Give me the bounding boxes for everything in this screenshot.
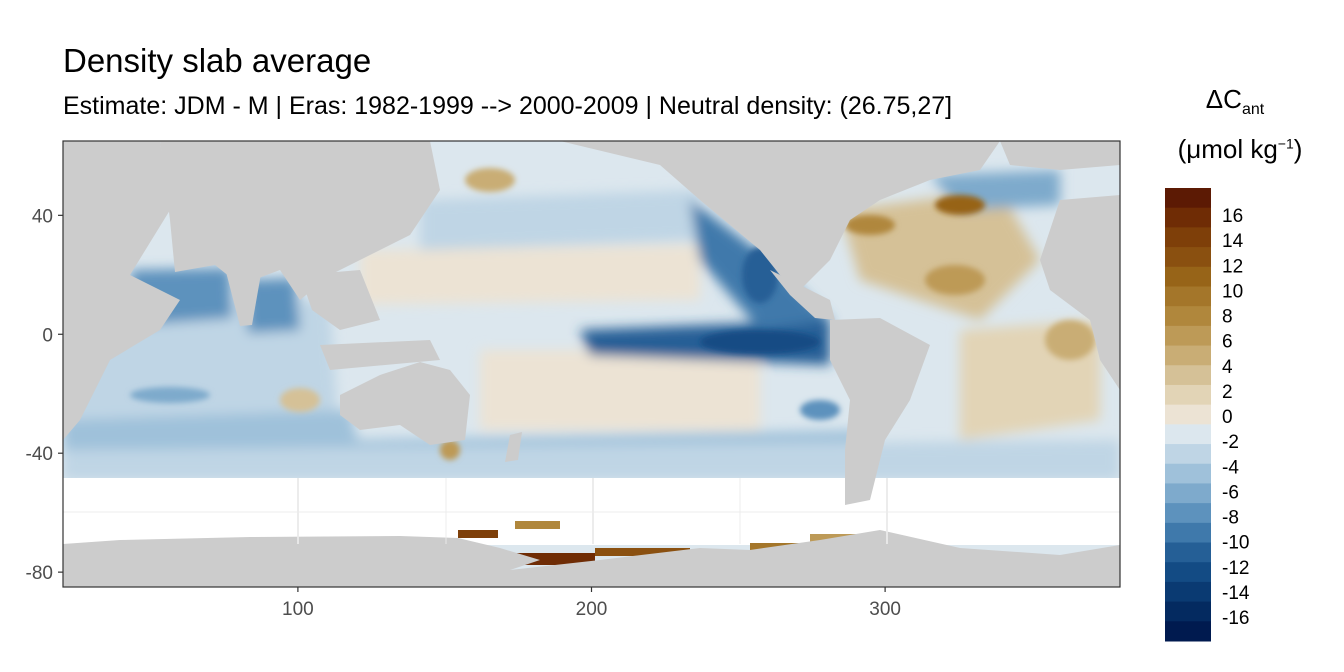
legend-tick-label: -16 bbox=[1222, 608, 1249, 629]
indian-ocean-band bbox=[63, 410, 360, 460]
india bbox=[225, 268, 262, 326]
legend-tick-label: 16 bbox=[1222, 206, 1243, 227]
legend-tick-label: -6 bbox=[1222, 482, 1239, 503]
mid-atlantic-tan bbox=[925, 265, 985, 295]
legend-tick-label: -2 bbox=[1222, 432, 1239, 453]
antarctica bbox=[63, 530, 1120, 587]
legend-title: ΔCant bbox=[1170, 86, 1300, 118]
west-africa-europe bbox=[1040, 195, 1120, 390]
legend-tick-label: 8 bbox=[1222, 307, 1233, 328]
legend-color-bin bbox=[1165, 424, 1211, 445]
legend-color-bin bbox=[1165, 562, 1211, 583]
legend-color-bin bbox=[1165, 325, 1211, 347]
ocean-field bbox=[63, 170, 1120, 480]
y-tick-label: -80 bbox=[26, 563, 53, 584]
legend-tick-label: -12 bbox=[1222, 558, 1249, 579]
land bbox=[63, 141, 1120, 587]
legend-color-bin bbox=[1165, 384, 1211, 406]
y-tick-label: 40 bbox=[32, 206, 53, 227]
australia-west-tan bbox=[280, 388, 320, 412]
ross-sea-strip-2 bbox=[595, 548, 690, 556]
x-tick-label: 200 bbox=[576, 599, 608, 620]
legend-units-superscript: −1 bbox=[1277, 135, 1294, 152]
plot-subtitle: Estimate: JDM - M | Eras: 1982-1999 --> … bbox=[63, 92, 953, 120]
y-tick-label: 0 bbox=[42, 325, 53, 346]
legend-color-bin bbox=[1165, 306, 1211, 327]
legend-color-bin bbox=[1165, 542, 1211, 563]
legend-tick-label: 2 bbox=[1222, 382, 1233, 403]
kuroshio-tan bbox=[465, 168, 515, 192]
legend-color-bin bbox=[1165, 522, 1211, 544]
southwest-pacific-blue bbox=[800, 400, 840, 420]
legend-tick-label: 10 bbox=[1222, 281, 1243, 302]
legend-tick-label: -8 bbox=[1222, 508, 1239, 529]
bay-of-bengal bbox=[245, 278, 300, 333]
new-zealand bbox=[505, 432, 522, 462]
legend-color-bin bbox=[1165, 581, 1211, 603]
south-america bbox=[830, 318, 930, 505]
north-pacific-blue bbox=[420, 190, 700, 250]
legend-color-bin bbox=[1165, 188, 1211, 209]
tasman-tan bbox=[440, 440, 460, 460]
north-america bbox=[560, 141, 1000, 290]
africa bbox=[63, 141, 180, 440]
labrador-tan-1 bbox=[845, 215, 895, 235]
graticule bbox=[63, 478, 1120, 544]
south-indian-blue bbox=[130, 387, 210, 403]
indonesia bbox=[320, 340, 440, 370]
legend-color-bin bbox=[1165, 345, 1211, 366]
legend-units-prefix: (μmol kg bbox=[1177, 134, 1278, 164]
legend-color-bin bbox=[1165, 483, 1211, 504]
legend-title-symbol: ΔC bbox=[1205, 84, 1242, 114]
eq-pacific-core bbox=[700, 330, 820, 354]
legend-colorbar: 16 14 12 10 8 6 4 2 0 -2 -4 -6 -8 -10 -12 -14 -16 bbox=[1165, 188, 1250, 642]
legend-tick-label: -4 bbox=[1222, 457, 1239, 478]
legend-tick-label: 14 bbox=[1222, 231, 1244, 252]
central-america bbox=[770, 270, 835, 320]
legend-tick-label: -14 bbox=[1222, 583, 1250, 604]
legend-color-bin bbox=[1165, 404, 1211, 425]
y-tick-label: -40 bbox=[26, 444, 53, 465]
ross-west-strip bbox=[458, 530, 498, 538]
legend-color-bin bbox=[1165, 621, 1211, 642]
legend-color-bin bbox=[1165, 601, 1211, 622]
legend-color-bin bbox=[1165, 207, 1211, 228]
legend-color-bin bbox=[1165, 503, 1211, 524]
legend-tick-label: -10 bbox=[1222, 533, 1249, 554]
legend-tick-label: 4 bbox=[1222, 357, 1233, 378]
legend-color-bin bbox=[1165, 463, 1211, 484]
legend-tick-label: 12 bbox=[1222, 256, 1243, 277]
map-panel bbox=[63, 141, 1120, 587]
legend-color-bin bbox=[1165, 365, 1211, 386]
plot-title: Density slab average bbox=[63, 42, 372, 79]
legend-color-bin bbox=[1165, 227, 1211, 248]
legend-tick-label: 6 bbox=[1222, 332, 1233, 353]
legend-color-bin bbox=[1165, 286, 1211, 307]
southeast-asia bbox=[300, 270, 380, 330]
legend-color-bin bbox=[1165, 444, 1211, 465]
ocean-details bbox=[130, 168, 1095, 460]
greenland bbox=[1000, 141, 1120, 170]
legend-units-suffix: ) bbox=[1293, 134, 1303, 164]
southeast-atlantic-tan bbox=[1045, 320, 1095, 360]
australia bbox=[340, 362, 470, 445]
legend-color-bin bbox=[1165, 266, 1211, 287]
x-tick-label: 100 bbox=[282, 599, 314, 620]
legend-color-bin bbox=[1165, 247, 1211, 268]
ross-inner-strip bbox=[515, 521, 560, 529]
labrador-tan-2 bbox=[935, 195, 985, 215]
legend-title-subscript: ant bbox=[1241, 101, 1265, 119]
eurasia bbox=[160, 141, 440, 300]
south-pacific-tan bbox=[480, 350, 760, 430]
legend-tick-label: 0 bbox=[1222, 407, 1233, 428]
legend-units: (μmol kg−1) bbox=[1160, 136, 1320, 162]
north-pacific-tan bbox=[360, 245, 700, 305]
x-tick-label: 300 bbox=[869, 599, 901, 620]
